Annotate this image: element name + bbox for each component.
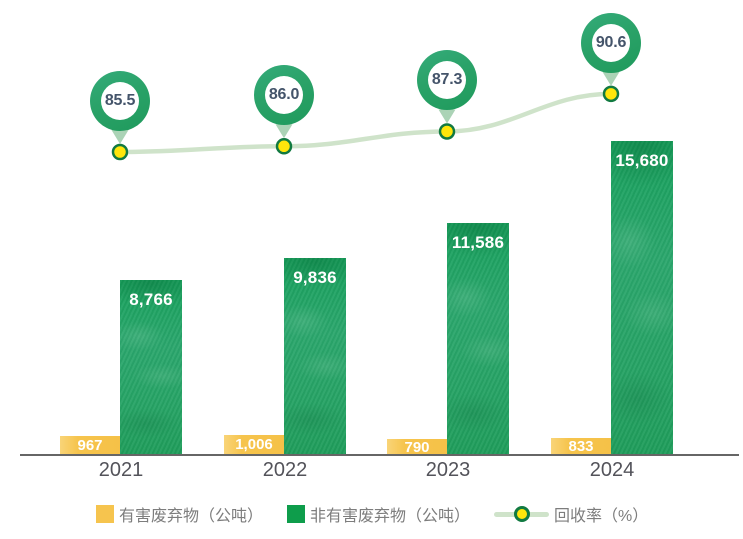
badge-pointer-icon	[275, 124, 293, 139]
legend-label: 有害废弃物（公吨）	[119, 508, 264, 525]
recycle-rate-marker	[111, 143, 129, 161]
recycle-rate-marker	[275, 138, 293, 155]
legend-item-0: 有害废弃物（公吨）	[96, 502, 263, 526]
recycle-rate-marker	[602, 85, 620, 103]
legend-line-icon	[494, 506, 550, 522]
legend-item-1: 非有害废弃物（公吨）	[287, 502, 470, 526]
legend: 有害废弃物（公吨） 非有害废弃物（公吨） 回收率（%）	[96, 502, 648, 526]
badge-pointer-icon	[438, 109, 456, 124]
legend-label: 回收率（%）	[554, 508, 649, 525]
legend-swatch-icon	[287, 505, 306, 523]
legend-dot-icon	[513, 506, 530, 522]
x-axis-line	[20, 454, 739, 456]
legend-swatch-icon	[96, 505, 114, 523]
badge-pointer-icon	[602, 71, 620, 86]
recycle-rate-marker	[438, 123, 456, 140]
recycle-rate-line	[117, 91, 614, 155]
legend-item-2: 回收率（%）	[494, 502, 648, 526]
legend-label: 非有害废弃物（公吨）	[310, 508, 471, 525]
badge-pointer-icon	[111, 130, 129, 144]
